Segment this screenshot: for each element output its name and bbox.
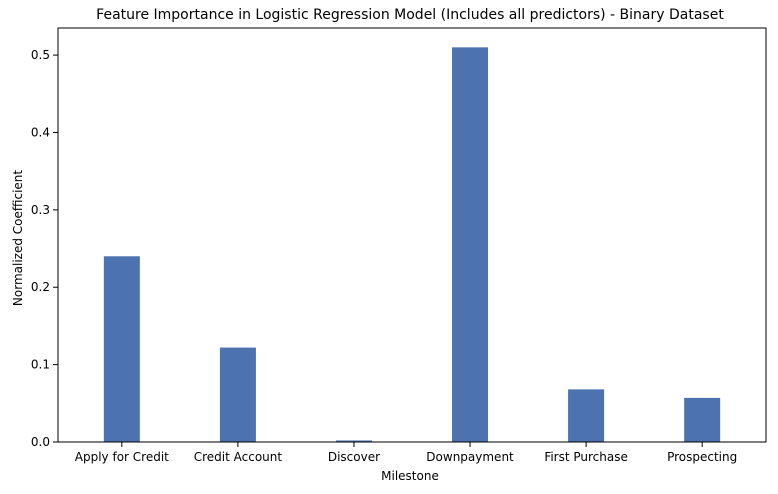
bar-discover	[335, 440, 372, 442]
y-tick-label: 0.2	[31, 280, 50, 294]
x-tick-label: Credit Account	[194, 450, 283, 464]
chart-title: Feature Importance in Logistic Regressio…	[96, 7, 724, 23]
x-tick-label: Downpayment	[426, 450, 514, 464]
x-tick-label: Discover	[328, 450, 380, 464]
y-tick-label: 0.1	[31, 358, 50, 372]
y-tick-label: 0.4	[31, 125, 50, 139]
y-axis-label: Normalized Coefficient	[11, 170, 25, 306]
plot-area: 0.0 0.1 0.2 0.3 0.4 0.5 Apply for Credit Credit…	[31, 27, 767, 464]
bar-credit-account	[219, 347, 256, 442]
axes-frame	[57, 27, 767, 443]
bar-downpayment	[452, 47, 489, 442]
bar-first-purchase	[568, 389, 605, 442]
x-tick-label: First Purchase	[544, 450, 628, 464]
y-tick-label: 0.3	[31, 203, 50, 217]
bar-apply-for-credit	[103, 256, 140, 442]
x-axis-label: Milestone	[381, 469, 439, 483]
y-tick-label: 0.5	[31, 48, 50, 62]
bar-prospecting	[684, 397, 721, 442]
x-tick-label: Prospecting	[667, 450, 737, 464]
x-tick-label: Apply for Credit	[75, 450, 169, 464]
y-tick-label: 0.0	[31, 435, 50, 449]
